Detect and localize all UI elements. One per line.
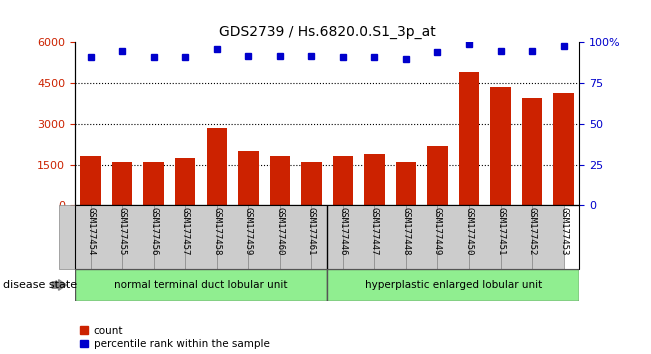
Bar <box>248 205 280 269</box>
Text: GSM177454: GSM177454 <box>86 207 95 256</box>
Text: GSM177450: GSM177450 <box>465 207 473 256</box>
Text: GSM177447: GSM177447 <box>370 207 379 256</box>
Bar <box>374 205 406 269</box>
Text: disease state: disease state <box>3 280 77 290</box>
Text: GSM177457: GSM177457 <box>181 207 189 256</box>
Bar <box>406 205 437 269</box>
Bar <box>154 205 186 269</box>
Bar <box>175 158 195 205</box>
Bar <box>143 162 164 205</box>
Text: GSM177449: GSM177449 <box>433 207 442 256</box>
Bar <box>122 205 154 269</box>
Bar <box>217 205 248 269</box>
Text: hyperplastic enlarged lobular unit: hyperplastic enlarged lobular unit <box>365 280 542 290</box>
Bar <box>343 205 374 269</box>
Bar <box>238 151 258 205</box>
Text: GSM177448: GSM177448 <box>402 207 411 256</box>
Bar <box>532 205 564 269</box>
Bar <box>427 145 448 205</box>
Bar <box>501 205 532 269</box>
Text: GSM177452: GSM177452 <box>527 207 536 256</box>
Text: GSM177446: GSM177446 <box>339 207 348 256</box>
Bar <box>80 156 101 205</box>
Bar <box>59 205 90 269</box>
Text: GSM177459: GSM177459 <box>243 207 253 256</box>
Title: GDS2739 / Hs.6820.0.S1_3p_at: GDS2739 / Hs.6820.0.S1_3p_at <box>219 25 436 39</box>
Text: GSM177451: GSM177451 <box>496 207 505 256</box>
Bar <box>364 154 385 205</box>
Text: GSM177458: GSM177458 <box>212 207 221 256</box>
Text: GSM177455: GSM177455 <box>118 207 127 256</box>
Bar <box>459 72 479 205</box>
Bar <box>75 205 579 269</box>
Bar <box>301 162 322 205</box>
Bar <box>553 93 574 205</box>
Bar <box>437 205 469 269</box>
Bar <box>490 87 511 205</box>
Bar <box>206 128 227 205</box>
Bar <box>186 205 217 269</box>
Bar <box>469 205 501 269</box>
Bar <box>280 205 311 269</box>
Bar <box>522 98 542 205</box>
Text: GSM177456: GSM177456 <box>149 207 158 256</box>
Bar <box>90 205 122 269</box>
Bar <box>112 162 132 205</box>
Bar <box>270 156 290 205</box>
Bar <box>396 162 416 205</box>
Text: GSM177453: GSM177453 <box>559 207 568 256</box>
Text: GSM177461: GSM177461 <box>307 207 316 256</box>
Legend: count, percentile rank within the sample: count, percentile rank within the sample <box>80 326 270 349</box>
Bar <box>327 269 579 301</box>
Bar <box>75 269 327 301</box>
Text: GSM177460: GSM177460 <box>275 207 284 256</box>
Bar <box>311 205 343 269</box>
Text: normal terminal duct lobular unit: normal terminal duct lobular unit <box>114 280 288 290</box>
Bar <box>333 156 353 205</box>
